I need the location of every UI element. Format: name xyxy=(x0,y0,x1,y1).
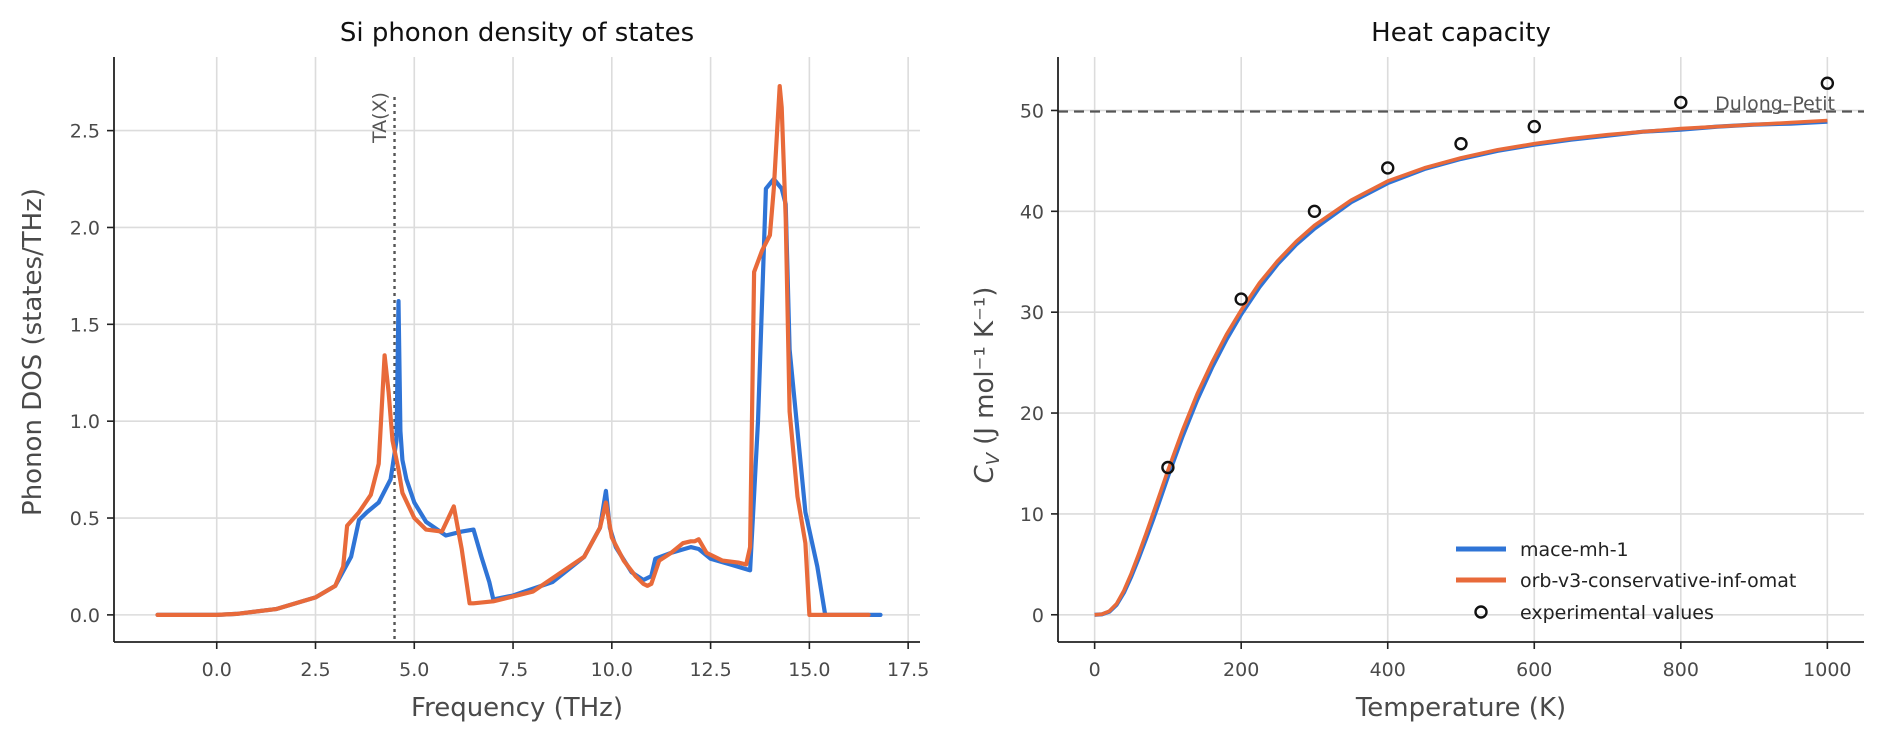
cv-experimental-point xyxy=(1234,292,1248,306)
cv-y-axis-subscript: V xyxy=(983,451,1004,465)
cv-experimental-point xyxy=(1454,137,1468,151)
dos-y-tick-label: 2.0 xyxy=(70,217,100,239)
cv-experimental-point xyxy=(1527,119,1541,134)
cv-x-tick-label: 800 xyxy=(1663,659,1699,681)
dos-x-tick-label: 10.0 xyxy=(591,659,633,681)
cv-y-axis-symbol: C xyxy=(970,464,1000,483)
cv-y-tick-label: 50 xyxy=(1020,100,1044,122)
dos-series-line-orb xyxy=(155,83,871,618)
legend-marker-experimental xyxy=(1474,605,1488,619)
cv-y-tick-label: 10 xyxy=(1020,504,1044,526)
cv-experimental-point xyxy=(1161,460,1175,475)
dos-x-tick-label: 2.5 xyxy=(300,659,330,681)
dos-vline-label: TA(X) xyxy=(369,92,391,144)
dos-panel: Si phonon density of states 0.0 2.5 5.0 7.5… xyxy=(18,18,929,723)
dos-y-ticks: 0.0 0.5 1.0 1.5 2.0 2.5 xyxy=(70,121,114,627)
cv-x-tick-label: 0 xyxy=(1089,659,1101,681)
dos-y-tick-label: 2.5 xyxy=(70,121,100,143)
dos-x-tick-label: 0.0 xyxy=(202,659,232,681)
cv-y-axis-label: CV (J mol⁻¹ K⁻¹) xyxy=(970,287,1004,484)
cv-x-tick-label: 1000 xyxy=(1803,659,1851,681)
legend-label-experimental: experimental values xyxy=(1520,602,1714,624)
dos-x-ticks: 0.0 2.5 5.0 7.5 10.0 12.5 15.0 17.5 xyxy=(202,642,929,681)
dos-x-tick-label: 7.5 xyxy=(498,659,528,681)
cv-y-ticks: 0 10 20 30 40 50 xyxy=(1020,100,1058,627)
dos-y-tick-label: 1.0 xyxy=(70,411,100,433)
cv-x-tick-label: 200 xyxy=(1223,659,1259,681)
cv-experimental-points xyxy=(1161,76,1835,475)
cv-x-tick-label: 400 xyxy=(1370,659,1406,681)
cv-experimental-point xyxy=(1820,76,1835,90)
dos-grid xyxy=(114,57,920,642)
dos-axes xyxy=(113,57,920,643)
cv-legend: mace-mh-1 orb-v3-conservative-inf-omat e… xyxy=(1456,539,1796,624)
dos-y-axis-label: Phonon DOS (states/THz) xyxy=(18,188,48,516)
legend-label-mace: mace-mh-1 xyxy=(1520,539,1629,561)
cv-x-tick-label: 600 xyxy=(1516,659,1552,681)
cv-y-tick-label: 40 xyxy=(1020,201,1044,223)
dos-series-lines xyxy=(155,83,883,618)
cv-title: Heat capacity xyxy=(1371,18,1551,48)
cv-experimental-point xyxy=(1307,204,1322,219)
cv-y-tick-label: 20 xyxy=(1020,403,1044,425)
cv-series-line-orb xyxy=(1094,118,1828,617)
dos-x-tick-label: 15.0 xyxy=(788,659,830,681)
dos-title: Si phonon density of states xyxy=(340,18,694,48)
cv-series-lines xyxy=(1094,118,1828,617)
dos-x-tick-label: 5.0 xyxy=(399,659,429,681)
dos-y-tick-label: 1.5 xyxy=(70,314,100,336)
cv-y-axis-units: (J mol⁻¹ K⁻¹) xyxy=(970,287,1000,445)
dos-y-tick-label: 0.0 xyxy=(70,605,100,627)
cv-experimental-point xyxy=(1381,161,1395,175)
cv-panel: Heat capacity 0 200 400 600 800 1000 0 10 20 30 4… xyxy=(970,18,1864,723)
cv-hline-label: Dulong–Petit xyxy=(1715,93,1835,115)
dos-y-tick-label: 0.5 xyxy=(70,508,100,530)
dos-x-axis-label: Frequency (THz) xyxy=(411,693,623,723)
cv-x-ticks: 0 200 400 600 800 1000 xyxy=(1089,642,1852,681)
dos-x-tick-label: 12.5 xyxy=(689,659,731,681)
cv-y-tick-label: 30 xyxy=(1020,302,1044,324)
cv-experimental-point xyxy=(1674,95,1688,110)
cv-y-tick-label: 0 xyxy=(1032,605,1044,627)
cv-x-axis-label: Temperature (K) xyxy=(1355,693,1566,723)
cv-axes xyxy=(1057,57,1864,643)
legend-label-orb: orb-v3-conservative-inf-omat xyxy=(1520,570,1796,592)
dos-x-tick-label: 17.5 xyxy=(887,659,929,681)
